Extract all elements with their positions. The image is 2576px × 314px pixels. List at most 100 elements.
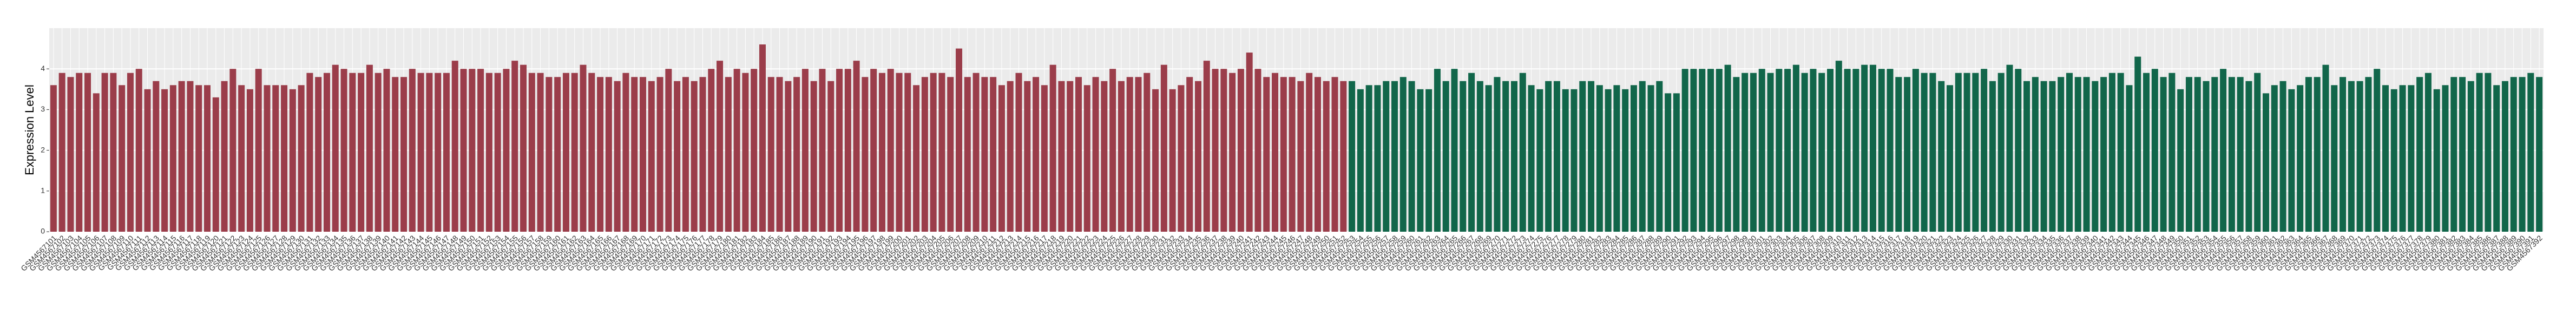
bar <box>2450 77 2457 232</box>
bar <box>2160 77 2167 232</box>
bar <box>2108 73 2115 232</box>
bar <box>1742 73 1749 232</box>
bar <box>1460 81 1467 232</box>
bar <box>1263 77 1270 232</box>
bar <box>1246 53 1253 232</box>
bar <box>767 77 774 232</box>
bar <box>2245 81 2252 232</box>
bar <box>1938 81 1945 232</box>
bar <box>1067 81 1074 232</box>
bar <box>1605 89 1612 232</box>
bar <box>1681 69 1688 232</box>
bar <box>1553 81 1560 232</box>
bar <box>622 73 629 232</box>
bar <box>340 69 347 232</box>
bar <box>1750 73 1757 232</box>
bar <box>981 77 988 232</box>
bar <box>1152 89 1159 232</box>
bar <box>1434 69 1441 232</box>
bar <box>1502 81 1509 232</box>
bar <box>571 73 578 232</box>
bar <box>1237 69 1244 232</box>
bar <box>409 69 416 232</box>
y-tick-label: 3 <box>41 104 45 113</box>
bar <box>1639 81 1646 232</box>
bar <box>1784 69 1791 232</box>
bar <box>1383 81 1390 232</box>
bar <box>50 85 57 232</box>
bar <box>2485 73 2492 232</box>
bar <box>1613 85 1620 232</box>
bar <box>725 77 732 232</box>
bar <box>1220 69 1227 232</box>
bar <box>733 69 740 232</box>
bar <box>1912 69 1919 232</box>
bar <box>1494 77 1501 232</box>
bar <box>708 69 715 232</box>
bar <box>2185 77 2192 232</box>
bar <box>1707 69 1714 232</box>
bar <box>2476 73 2483 232</box>
bar <box>2032 77 2039 232</box>
bar <box>1955 73 1962 232</box>
bar <box>1989 81 1996 232</box>
bar <box>2408 85 2415 232</box>
bar <box>1528 85 1535 232</box>
bar <box>2228 77 2235 232</box>
bar <box>1041 85 1048 232</box>
bar <box>1844 69 1851 232</box>
bar <box>469 69 476 232</box>
bar <box>1331 77 1338 232</box>
bar <box>2314 77 2321 232</box>
bar <box>119 85 126 232</box>
bar <box>1895 77 1902 232</box>
bar <box>691 81 698 232</box>
bar <box>1468 73 1475 232</box>
bar <box>246 89 253 232</box>
bar <box>511 61 518 232</box>
bar <box>1203 61 1210 232</box>
bar <box>2424 73 2432 232</box>
bar <box>1981 69 1988 232</box>
bar <box>1485 85 1492 232</box>
bar <box>264 85 271 232</box>
bar <box>870 69 877 232</box>
bar <box>2527 73 2534 232</box>
bar <box>281 85 288 232</box>
bar <box>1511 81 1517 232</box>
bar <box>1340 81 1347 232</box>
bar <box>1818 73 1825 232</box>
bar <box>1417 89 1424 232</box>
bar <box>2288 89 2295 232</box>
bar <box>494 73 501 232</box>
bar <box>1630 85 1637 232</box>
bar <box>255 69 262 232</box>
bar <box>546 77 553 232</box>
bar <box>1570 89 1578 232</box>
bar <box>1229 73 1236 232</box>
bar <box>640 77 647 232</box>
bar <box>1827 69 1834 232</box>
bar <box>426 73 433 232</box>
bar <box>1160 64 1167 232</box>
bar <box>2100 77 2107 232</box>
bar <box>810 81 817 232</box>
bar <box>1519 73 1526 232</box>
bar <box>169 85 176 232</box>
bar <box>67 77 74 232</box>
bar <box>1101 81 1108 232</box>
bar <box>1929 73 1936 232</box>
bar <box>1349 81 1356 232</box>
bar <box>101 73 108 232</box>
bar <box>2015 69 2022 232</box>
bar <box>537 73 544 232</box>
bar <box>153 81 160 232</box>
bar <box>477 69 484 232</box>
bar <box>947 77 954 232</box>
bar <box>1391 81 1398 232</box>
bar <box>212 97 219 232</box>
bar <box>2416 77 2423 232</box>
bar <box>2390 89 2397 232</box>
bar <box>742 73 749 232</box>
